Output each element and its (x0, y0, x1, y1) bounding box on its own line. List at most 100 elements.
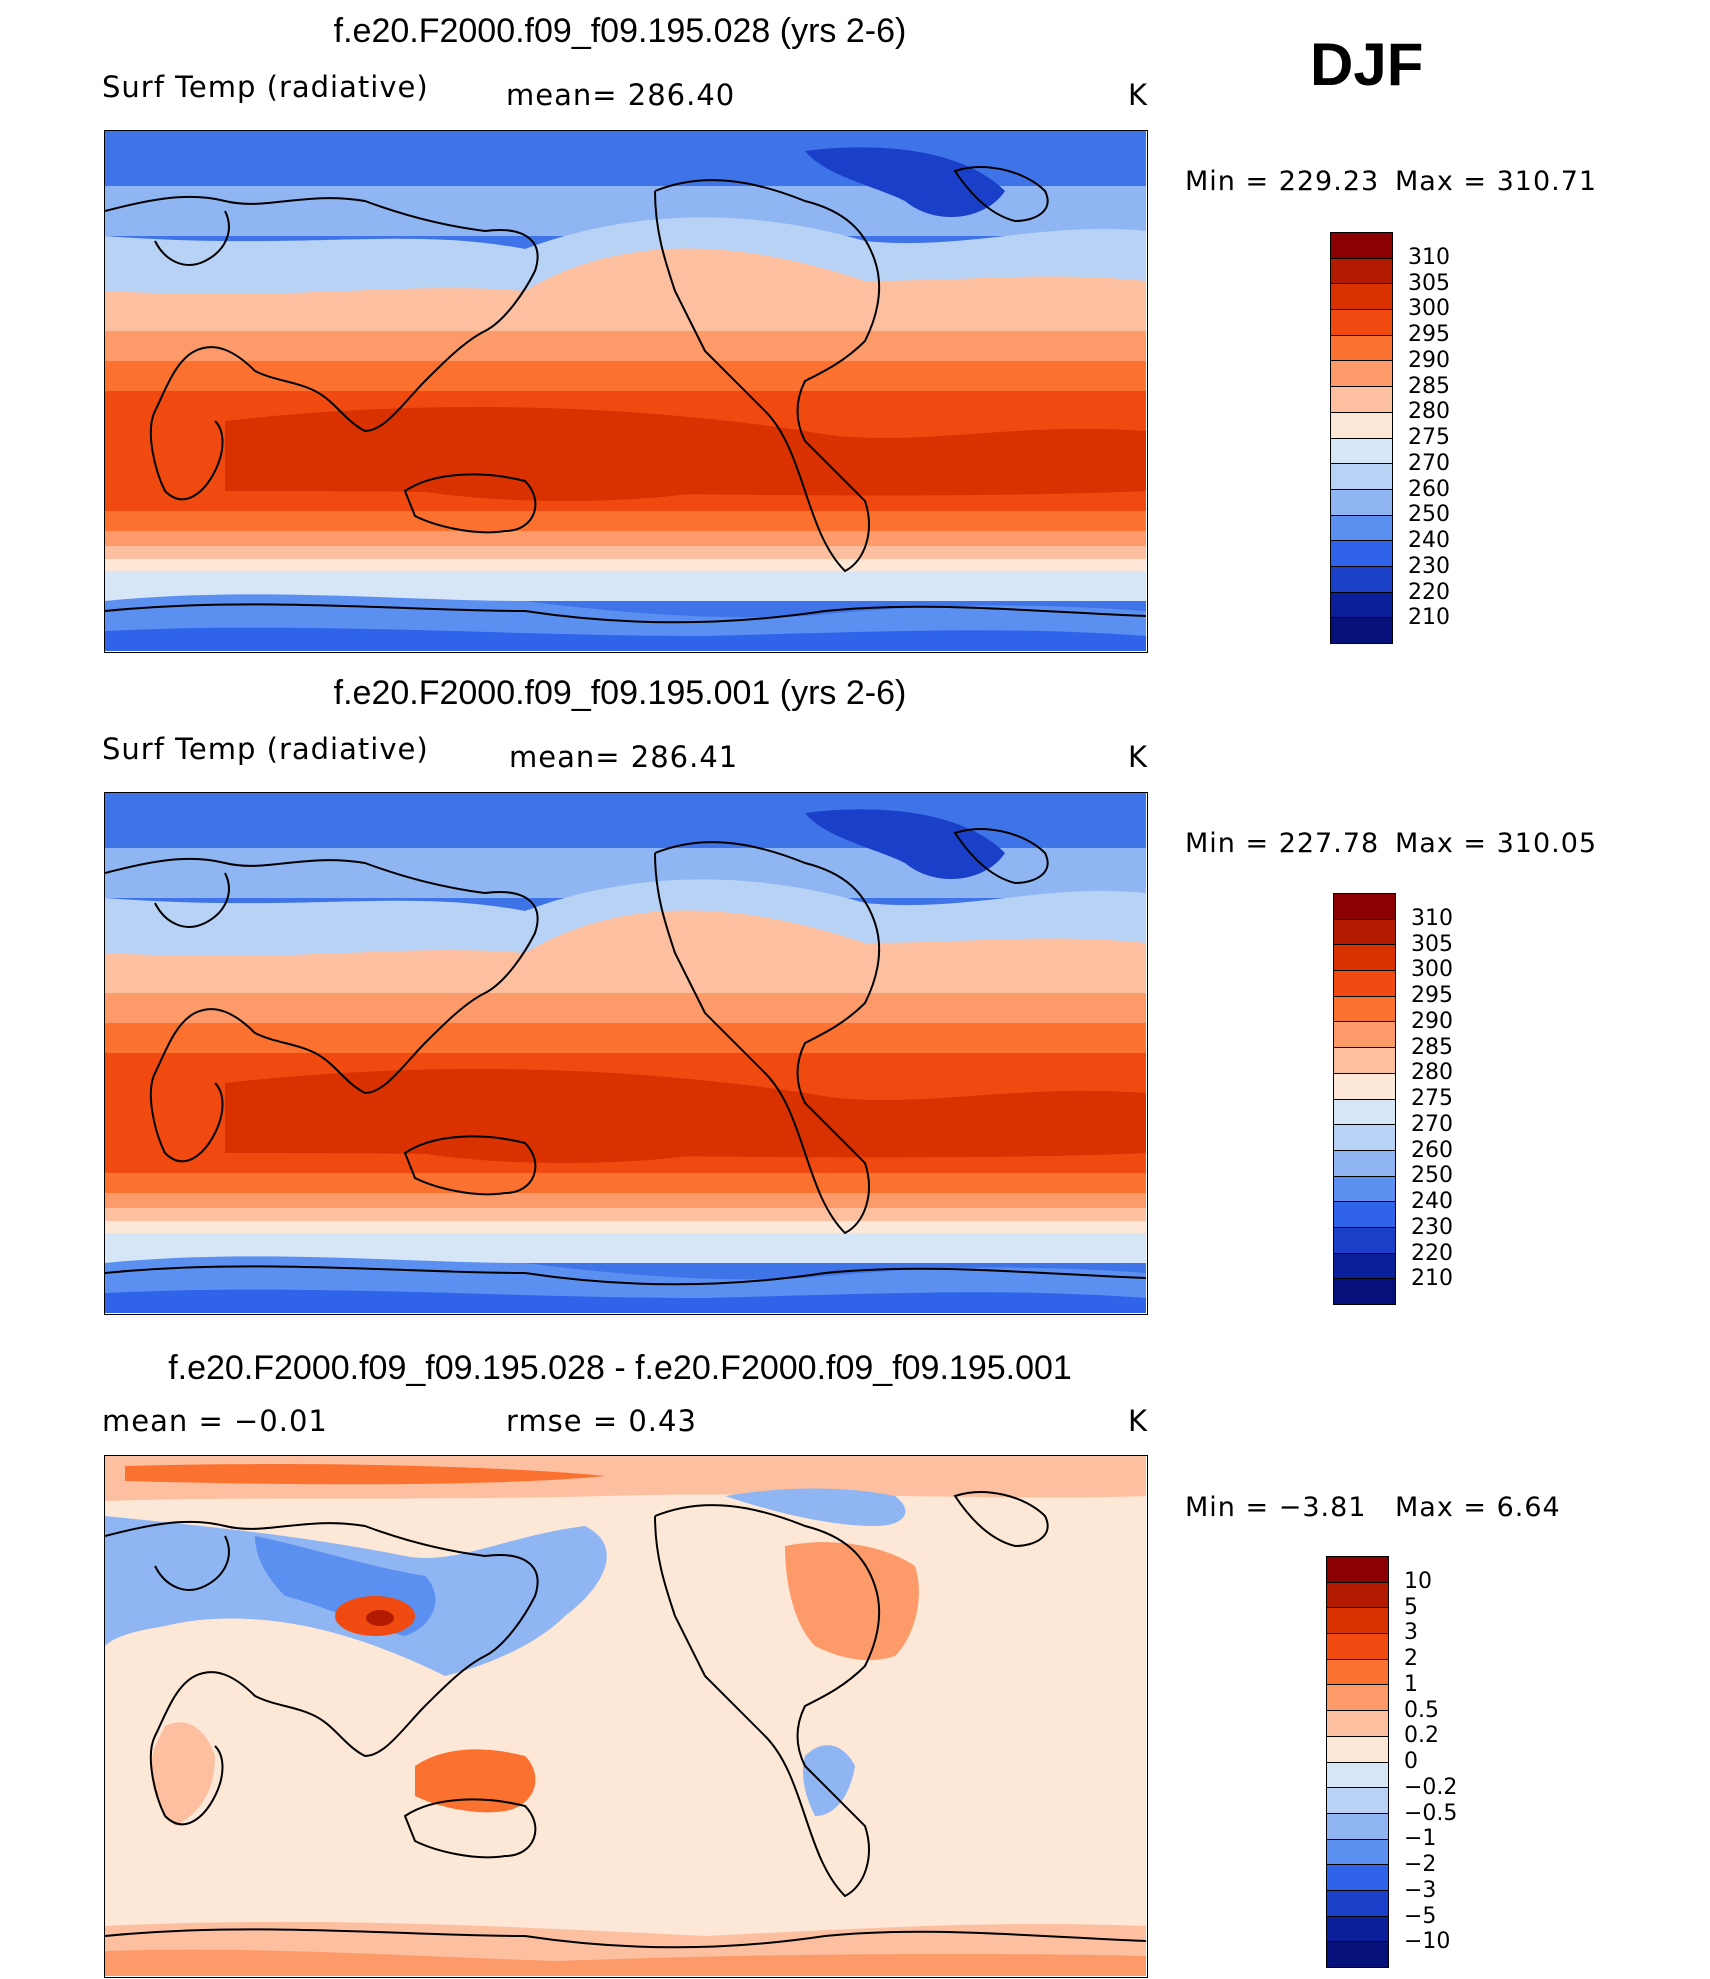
colorbar-swatch (1334, 919, 1395, 946)
colorbar-swatch (1331, 258, 1392, 285)
colorbar-tick-label: 240 (1411, 1189, 1453, 1214)
panel1-colorbar-labels: 310 305 300 295 290 285 280 275 270 260 250 240 230 2… (1408, 232, 1528, 644)
colorbar-swatch (1334, 1022, 1395, 1049)
colorbar-tick-label: 220 (1408, 579, 1450, 605)
panel3-rmse-label: rmse = 0.43 (506, 1404, 697, 1438)
colorbar-swatch (1331, 310, 1392, 336)
colorbar-swatch (1334, 1073, 1395, 1100)
panel1-max-label: Max = 310.71 (1395, 166, 1598, 197)
panel3-title: f.e20.F2000.f09_f09.195.028 - f.e20.F200… (168, 1349, 1072, 1387)
colorbar-tick-label: 0.5 (1404, 1697, 1439, 1723)
colorbar-tick-label: 305 (1411, 931, 1453, 957)
panel2-map-field (105, 793, 1146, 1313)
colorbar-tick-label: 310 (1408, 244, 1450, 270)
colorbar-swatch (1327, 1685, 1388, 1712)
colorbar-tick-label: 0.2 (1404, 1723, 1439, 1749)
colorbar-tick-label: 0 (1404, 1749, 1418, 1774)
colorbar-swatch (1327, 1762, 1388, 1789)
colorbar-tick-label: 3 (1404, 1620, 1418, 1646)
panel1-colorbar (1330, 232, 1393, 644)
panel3-map (104, 1455, 1148, 1978)
colorbar-tick-label: 275 (1408, 425, 1450, 450)
panel2-title: f.e20.F2000.f09_f09.195.001 (yrs 2-6) (333, 674, 907, 712)
colorbar-tick-label: 210 (1408, 605, 1450, 631)
colorbar-swatch (1334, 971, 1395, 997)
colorbar-tick-label: 250 (1408, 502, 1450, 528)
colorbar-swatch (1331, 233, 1392, 259)
colorbar-tick-label: 310 (1411, 905, 1453, 931)
panel3-mean-label: mean = −0.01 (102, 1404, 328, 1438)
colorbar-tick-label: −0.2 (1404, 1774, 1458, 1800)
colorbar-tick-label: 270 (1411, 1111, 1453, 1137)
colorbar-tick-label: 275 (1411, 1086, 1453, 1111)
colorbar-swatch (1334, 945, 1395, 972)
colorbar-swatch (1331, 592, 1392, 619)
panel3-map-field (105, 1456, 1146, 1976)
colorbar-tick-label: −0.5 (1404, 1800, 1458, 1826)
colorbar-swatch (1334, 1099, 1395, 1126)
colorbar-tick-label: 10 (1404, 1568, 1432, 1594)
colorbar-swatch (1334, 1125, 1395, 1151)
panel2-variable-label: Surf Temp (radiative) (102, 732, 429, 766)
panel1-title: f.e20.F2000.f09_f09.195.028 (yrs 2-6) (333, 12, 907, 50)
colorbar-tick-label: 300 (1411, 957, 1453, 983)
colorbar-tick-label: 5 (1404, 1594, 1418, 1620)
colorbar-swatch (1334, 894, 1395, 920)
colorbar-tick-label: 210 (1411, 1266, 1453, 1292)
colorbar-swatch (1327, 1608, 1388, 1635)
panel3-colorbar-labels: 10 5 3 2 1 0.5 0.2 0 −0.2 −0.5 −1 −2 −3 −5 −10 (1404, 1556, 1524, 1968)
colorbar-tick-label: 295 (1408, 322, 1450, 347)
colorbar-tick-label: 285 (1411, 1034, 1453, 1060)
colorbar-swatch (1334, 1176, 1395, 1203)
colorbar-tick-label: 1 (1404, 1671, 1418, 1697)
colorbar-swatch (1327, 1839, 1388, 1866)
colorbar-swatch (1334, 1253, 1395, 1280)
colorbar-swatch (1334, 1202, 1395, 1228)
colorbar-swatch (1327, 1916, 1388, 1943)
colorbar-tick-label: −1 (1404, 1826, 1437, 1852)
panel2-units: K (1128, 740, 1149, 774)
panel2-colorbar (1333, 893, 1396, 1305)
panel3-max-label: Max = 6.64 (1395, 1492, 1561, 1523)
panel2-max-label: Max = 310.05 (1395, 828, 1598, 859)
colorbar-swatch (1331, 618, 1392, 643)
colorbar-tick-label: −2 (1404, 1852, 1437, 1877)
colorbar-swatch (1327, 1890, 1388, 1917)
panel1-map-field (105, 131, 1146, 651)
colorbar-tick-label: −3 (1404, 1877, 1437, 1903)
colorbar-tick-label: 290 (1408, 347, 1450, 373)
colorbar-tick-label: 290 (1411, 1008, 1453, 1034)
panel2-map (104, 792, 1148, 1315)
colorbar-swatch (1331, 335, 1392, 362)
colorbar-tick-label: 260 (1411, 1137, 1453, 1163)
colorbar-swatch (1331, 387, 1392, 413)
colorbar-swatch (1331, 412, 1392, 439)
colorbar-tick-label: 270 (1408, 450, 1450, 476)
panel2-mean-label: mean= 286.41 (509, 740, 739, 774)
colorbar-swatch (1327, 1736, 1388, 1763)
colorbar-tick-label: 220 (1411, 1240, 1453, 1266)
colorbar-tick-label: 280 (1411, 1060, 1453, 1086)
colorbar-swatch (1331, 489, 1392, 516)
colorbar-tick-label: 285 (1408, 373, 1450, 399)
colorbar-swatch (1327, 1788, 1388, 1814)
colorbar-tick-label: −5 (1404, 1903, 1437, 1929)
colorbar-swatch (1327, 1711, 1388, 1737)
panel2-min-label: Min = 227.78 (1185, 828, 1380, 859)
colorbar-swatch (1327, 1942, 1388, 1967)
colorbar-tick-label: 250 (1411, 1163, 1453, 1189)
colorbar-swatch (1331, 361, 1392, 388)
panel1-map (104, 130, 1148, 653)
colorbar-swatch (1331, 515, 1392, 542)
panel3-min-label: Min = −3.81 (1185, 1492, 1367, 1523)
colorbar-swatch (1334, 996, 1395, 1023)
panel3-colorbar (1326, 1556, 1389, 1968)
colorbar-swatch (1331, 541, 1392, 567)
panel2-colorbar-labels: 310 305 300 295 290 285 280 275 270 260 250 240 230 2… (1411, 893, 1531, 1305)
colorbar-tick-label: 280 (1408, 399, 1450, 425)
panel3-units: K (1128, 1404, 1149, 1438)
colorbar-tick-label: 300 (1408, 296, 1450, 322)
colorbar-swatch (1331, 566, 1392, 593)
panel1-variable-label: Surf Temp (radiative) (102, 70, 429, 104)
colorbar-swatch (1331, 464, 1392, 490)
